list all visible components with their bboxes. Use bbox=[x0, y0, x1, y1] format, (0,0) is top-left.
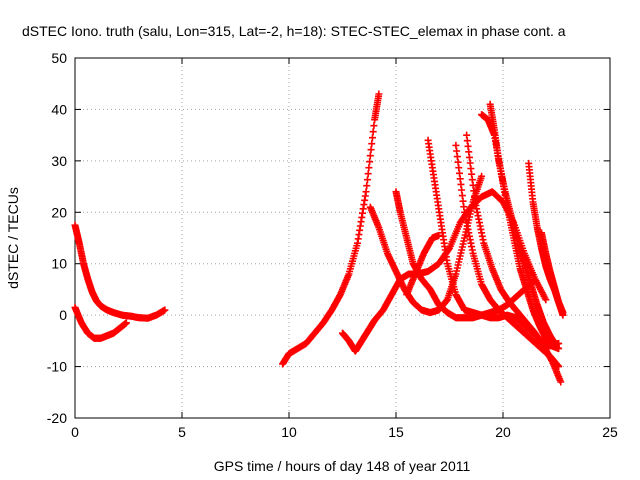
data-point bbox=[435, 231, 443, 239]
y-tick-label: -20 bbox=[47, 410, 67, 426]
data-point bbox=[161, 306, 169, 314]
x-axis-label: GPS time / hours of day 148 of year 2011 bbox=[214, 458, 471, 474]
y-tick-label: -10 bbox=[47, 359, 67, 375]
series-10 bbox=[463, 131, 565, 386]
data-point bbox=[364, 170, 372, 178]
data-point bbox=[363, 176, 371, 184]
y-tick-label: 20 bbox=[51, 204, 67, 220]
data-point bbox=[375, 90, 383, 98]
data-point bbox=[370, 122, 378, 130]
chart-title: dSTEC Iono. truth (salu, Lon=315, Lat=-2… bbox=[22, 23, 566, 39]
data-point bbox=[365, 164, 373, 172]
x-tick-label: 25 bbox=[602, 424, 618, 440]
series-2 bbox=[71, 303, 130, 342]
data-point bbox=[363, 182, 371, 190]
x-tick-label: 0 bbox=[71, 424, 79, 440]
y-tick-label: 0 bbox=[59, 307, 67, 323]
series-12 bbox=[486, 100, 560, 350]
data-point bbox=[367, 146, 375, 154]
data-point bbox=[368, 134, 376, 142]
y-tick-label: 10 bbox=[51, 256, 67, 272]
series-7 bbox=[403, 231, 443, 299]
series-14 bbox=[538, 229, 567, 317]
x-tick-label: 10 bbox=[281, 424, 297, 440]
data-point bbox=[366, 158, 374, 166]
tick-layer: 0 5 10 15 20 25 -20 -10 0 10 20 30 40 50 bbox=[47, 50, 618, 440]
y-tick-label: 40 bbox=[51, 101, 67, 117]
plot-frame bbox=[74, 57, 611, 419]
grid-layer bbox=[75, 58, 610, 418]
data-point bbox=[557, 378, 565, 386]
data-point bbox=[362, 188, 370, 196]
data-point bbox=[553, 342, 560, 350]
series-3 bbox=[279, 90, 383, 368]
marks-layer bbox=[71, 90, 567, 386]
series-1 bbox=[71, 221, 169, 322]
data-point bbox=[542, 296, 550, 304]
x-tick-label: 5 bbox=[178, 424, 186, 440]
x-tick-label: 20 bbox=[495, 424, 511, 440]
x-tick-label: 15 bbox=[388, 424, 404, 440]
data-point bbox=[369, 128, 377, 136]
data-point bbox=[559, 309, 567, 317]
y-axis-label: dSTEC / TECUs bbox=[5, 187, 21, 289]
data-point bbox=[368, 140, 376, 148]
data-point bbox=[366, 152, 374, 160]
data-point bbox=[478, 172, 486, 180]
y-tick-label: 30 bbox=[51, 153, 67, 169]
y-tick-label: 50 bbox=[51, 50, 67, 66]
data-point bbox=[122, 319, 130, 327]
